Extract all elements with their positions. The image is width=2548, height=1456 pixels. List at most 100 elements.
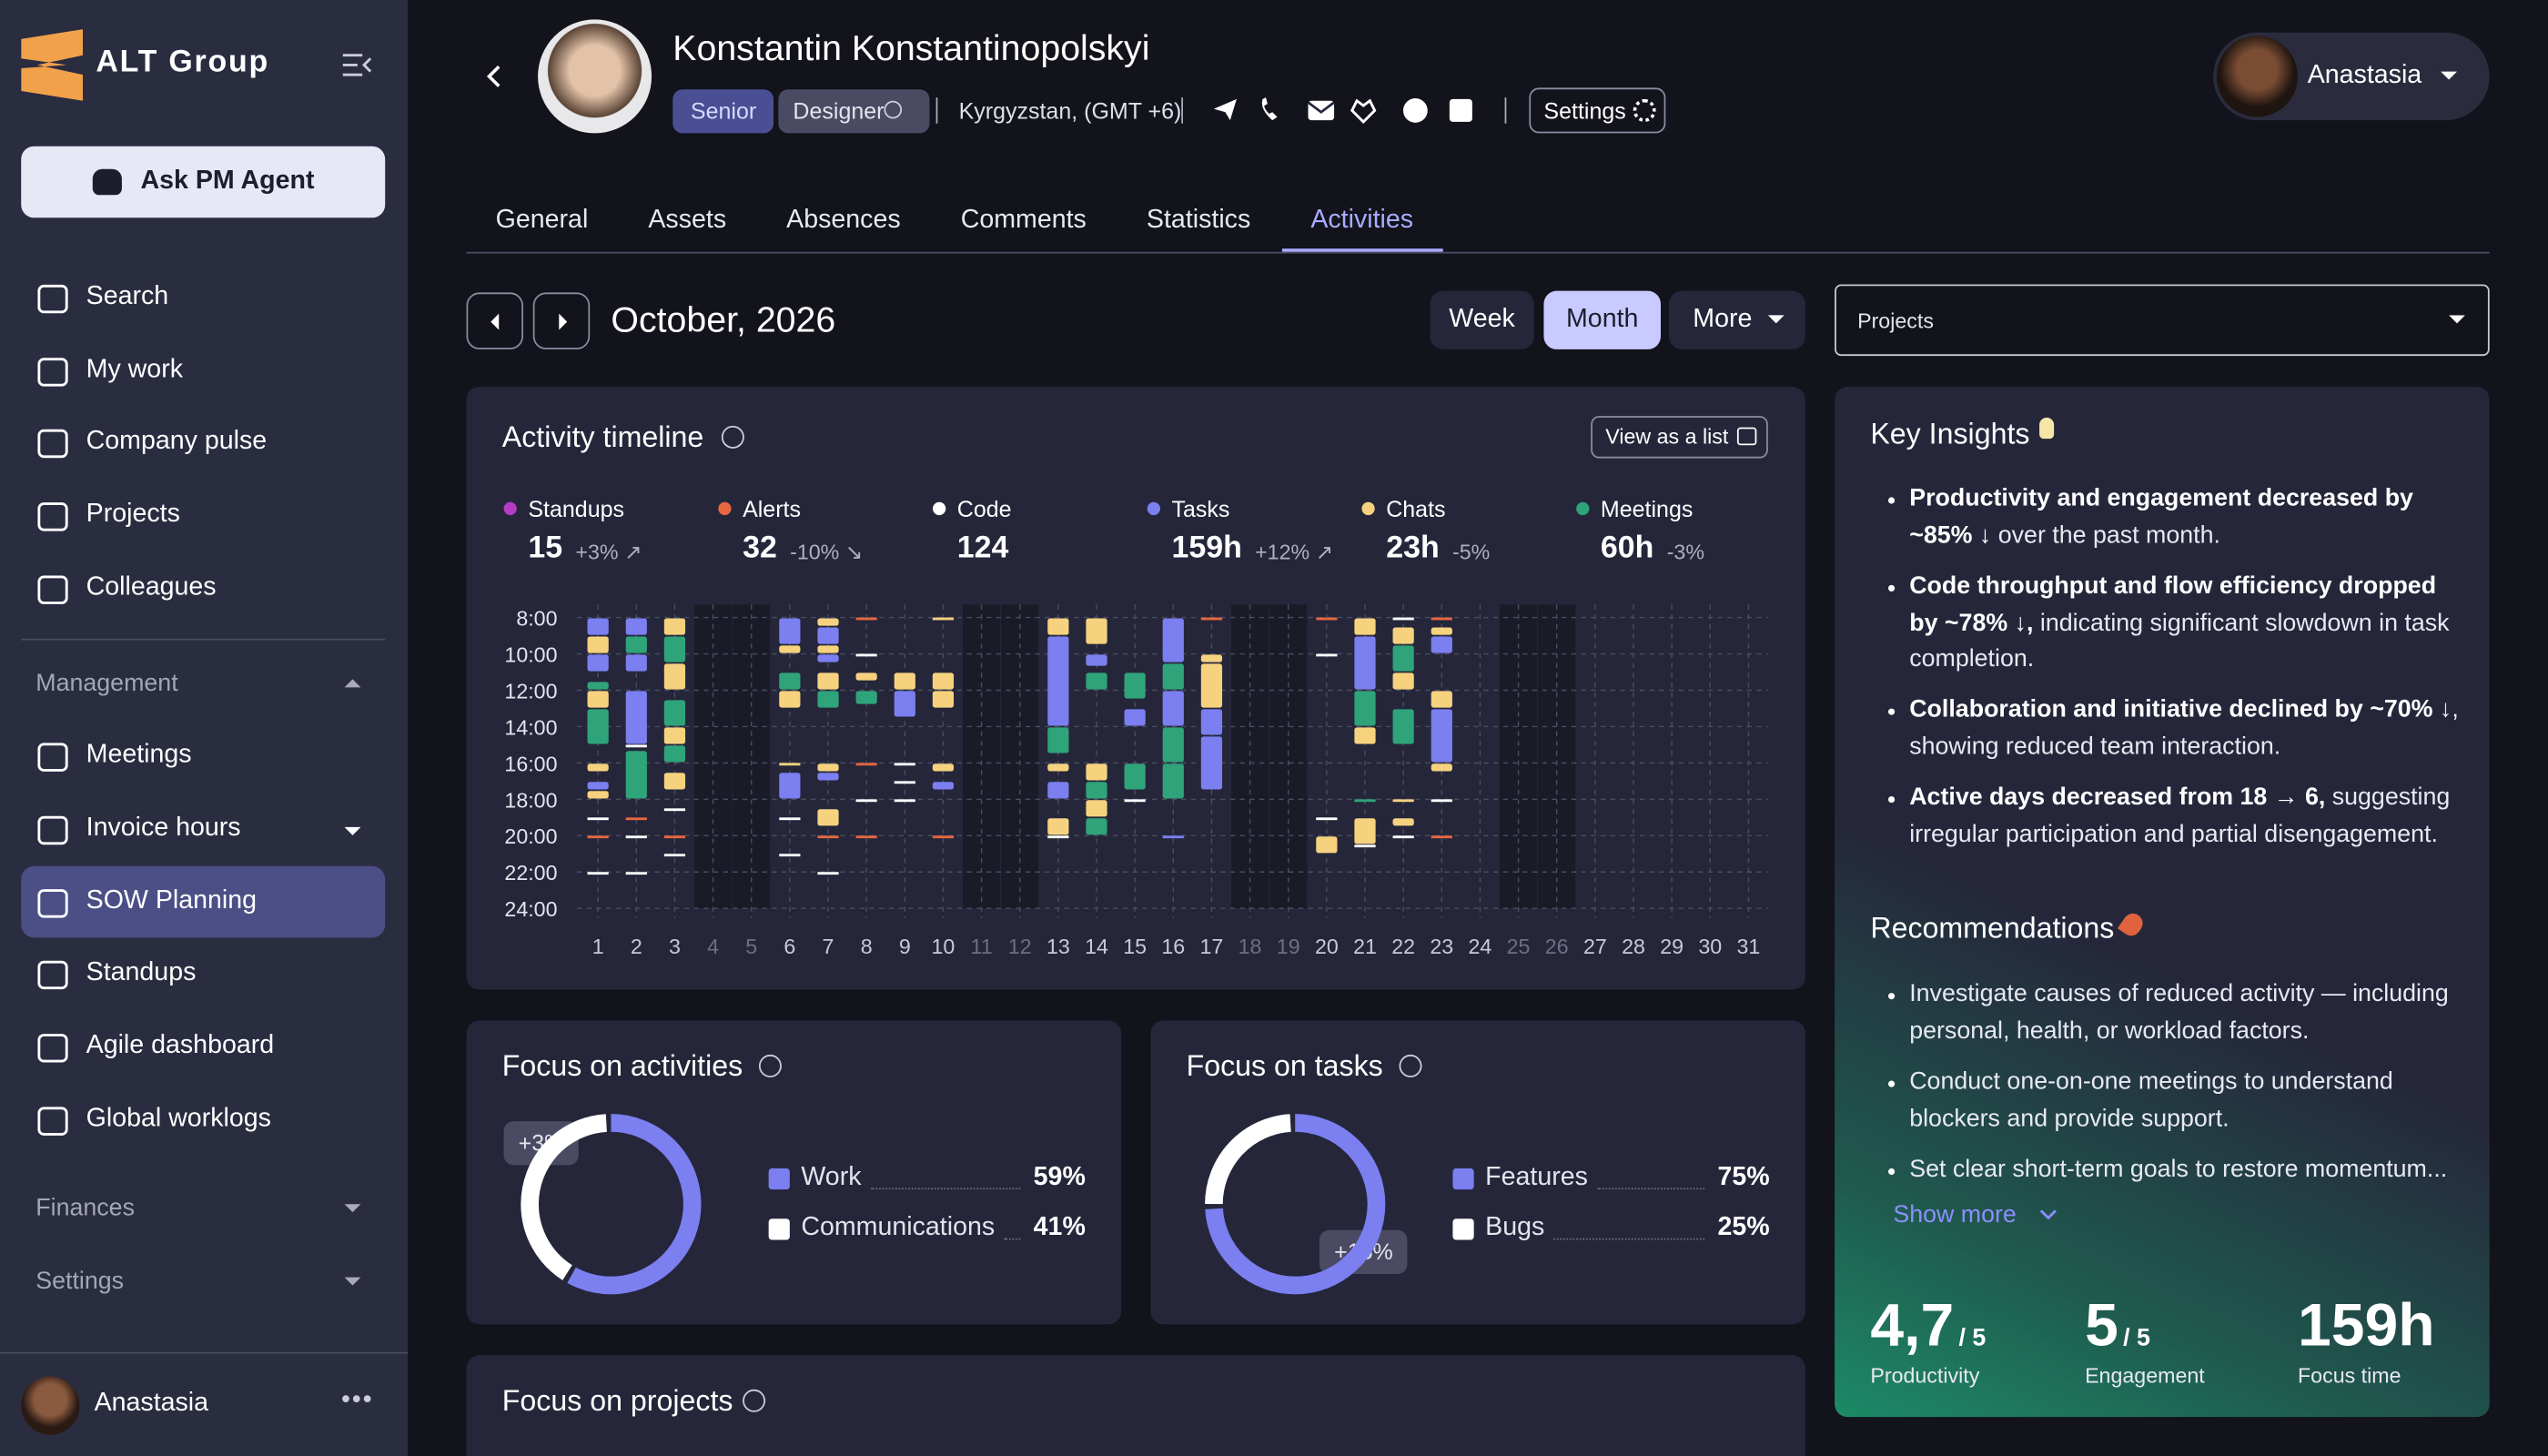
activity-segment xyxy=(1047,818,1069,835)
nav-item[interactable]: Invoice hours xyxy=(86,814,241,842)
activity-segment xyxy=(855,691,877,704)
nav-icon xyxy=(37,889,68,918)
score-of: / 5 xyxy=(2123,1324,2150,1352)
nav-item[interactable]: Projects xyxy=(86,500,180,529)
nav-item[interactable]: Standups xyxy=(86,958,197,986)
contact-icons[interactable] xyxy=(1210,95,1487,127)
activity-segment xyxy=(817,645,839,653)
nav-item[interactable]: Agile dashboard xyxy=(86,1031,275,1060)
active-item xyxy=(21,865,386,938)
activity-segment xyxy=(1162,618,1184,662)
info-icon[interactable] xyxy=(1399,1054,1422,1077)
activity-segment xyxy=(932,617,955,621)
day-label: 13 xyxy=(1046,935,1070,958)
activity-segment xyxy=(663,636,686,662)
prev-button[interactable] xyxy=(466,292,523,349)
nav-item[interactable]: Search xyxy=(86,282,169,311)
score-label: Productivity xyxy=(1870,1363,1980,1388)
nav-icon xyxy=(37,1034,68,1063)
stat-value: 23h xyxy=(1386,531,1440,566)
insight-text: indicating significant slowdown in task … xyxy=(1909,608,2450,673)
info-icon[interactable] xyxy=(743,1389,766,1412)
info-icon[interactable] xyxy=(884,100,903,119)
nav-item[interactable]: Company pulse xyxy=(86,427,268,455)
day-label: 30 xyxy=(1698,935,1722,958)
tab[interactable]: Comments xyxy=(960,206,1087,235)
activity-segment xyxy=(1047,835,1069,839)
tab[interactable]: Statistics xyxy=(1146,206,1251,235)
activity-segment xyxy=(1431,835,1452,839)
activity-segment xyxy=(1354,727,1376,744)
activity-segment xyxy=(587,763,609,772)
badge: Designer xyxy=(778,89,930,134)
info-icon[interactable] xyxy=(759,1054,783,1077)
projects-select[interactable] xyxy=(1835,284,2490,357)
insight-text: ↓, showing reduced team interaction. xyxy=(1909,695,2459,760)
view-button[interactable]: Week xyxy=(1430,290,1534,349)
tab[interactable]: Assets xyxy=(648,206,727,235)
section-title[interactable]: Finances xyxy=(35,1194,135,1222)
section-title[interactable]: Settings xyxy=(35,1267,125,1296)
day-label: 14 xyxy=(1085,935,1108,958)
insight-bold: Productivity and engagement decreased by… xyxy=(1909,484,2413,549)
stat-value: 15 xyxy=(528,531,563,566)
activity-segment xyxy=(779,817,801,821)
day-label: 12 xyxy=(1008,935,1032,958)
stat-name: Tasks xyxy=(1171,495,1230,522)
section-title[interactable]: Management xyxy=(35,669,178,698)
activity-segment xyxy=(932,672,955,690)
activity-segment xyxy=(663,700,686,726)
view-list-label: View as a list xyxy=(1605,424,1729,449)
show-more[interactable]: Show more xyxy=(1893,1200,2017,1228)
insight: Active days decreased from 18 → 6, sugge… xyxy=(1888,780,2470,853)
hour-label: 18:00 xyxy=(504,788,557,812)
next-button[interactable] xyxy=(532,292,591,349)
nav-item[interactable]: SOW Planning xyxy=(86,887,258,915)
user-menu[interactable]: ••• xyxy=(341,1386,374,1414)
activity-segment xyxy=(855,672,877,681)
activity-segment xyxy=(817,627,839,644)
activity-segment xyxy=(817,809,839,826)
score-label: Engagement xyxy=(2085,1363,2205,1388)
legend-dot xyxy=(718,501,732,516)
tab-indicator xyxy=(1281,248,1443,252)
activity-segment xyxy=(1316,653,1338,657)
tab[interactable]: Absences xyxy=(786,206,901,235)
activity-segment xyxy=(587,835,609,839)
tab[interactable]: Activities xyxy=(1310,206,1414,235)
tab[interactable]: General xyxy=(495,206,589,235)
day-label: 29 xyxy=(1660,935,1684,958)
nav-item[interactable]: My work xyxy=(86,356,184,384)
legend-swatch xyxy=(1452,1168,1474,1190)
hour-label: 10:00 xyxy=(504,642,557,666)
agent-button[interactable]: Ask PM Agent xyxy=(21,146,386,218)
activity-segment xyxy=(855,799,877,803)
info-icon[interactable] xyxy=(721,425,744,449)
view-button[interactable]: Month xyxy=(1543,290,1661,349)
day-label: 19 xyxy=(1277,935,1300,958)
view-list-button[interactable] xyxy=(1591,416,1768,459)
activity-segment xyxy=(1086,818,1107,835)
profile-avatar xyxy=(538,19,652,134)
separator xyxy=(1504,97,1507,124)
view-button[interactable]: More xyxy=(1668,290,1805,349)
brand: ALT Group xyxy=(96,46,270,80)
day-label: 5 xyxy=(745,935,757,958)
nav-item[interactable]: Global worklogs xyxy=(86,1105,271,1133)
nav-item[interactable]: Meetings xyxy=(86,741,192,769)
back-button[interactable] xyxy=(484,65,503,87)
bulb-icon xyxy=(2039,417,2055,440)
activity-segment xyxy=(587,817,609,821)
nav-item[interactable]: Colleagues xyxy=(86,573,217,602)
activity-segment xyxy=(625,872,647,875)
activity-segment xyxy=(1086,763,1107,781)
collapse-icon[interactable] xyxy=(341,52,374,78)
settings-button[interactable] xyxy=(1529,87,1666,134)
activity-segment xyxy=(1431,617,1452,621)
activity-segment xyxy=(894,672,915,690)
stat-name: Standups xyxy=(528,495,625,522)
day-label: 8 xyxy=(861,935,873,958)
activity-segment xyxy=(1047,782,1069,799)
activity-segment xyxy=(1392,645,1414,672)
